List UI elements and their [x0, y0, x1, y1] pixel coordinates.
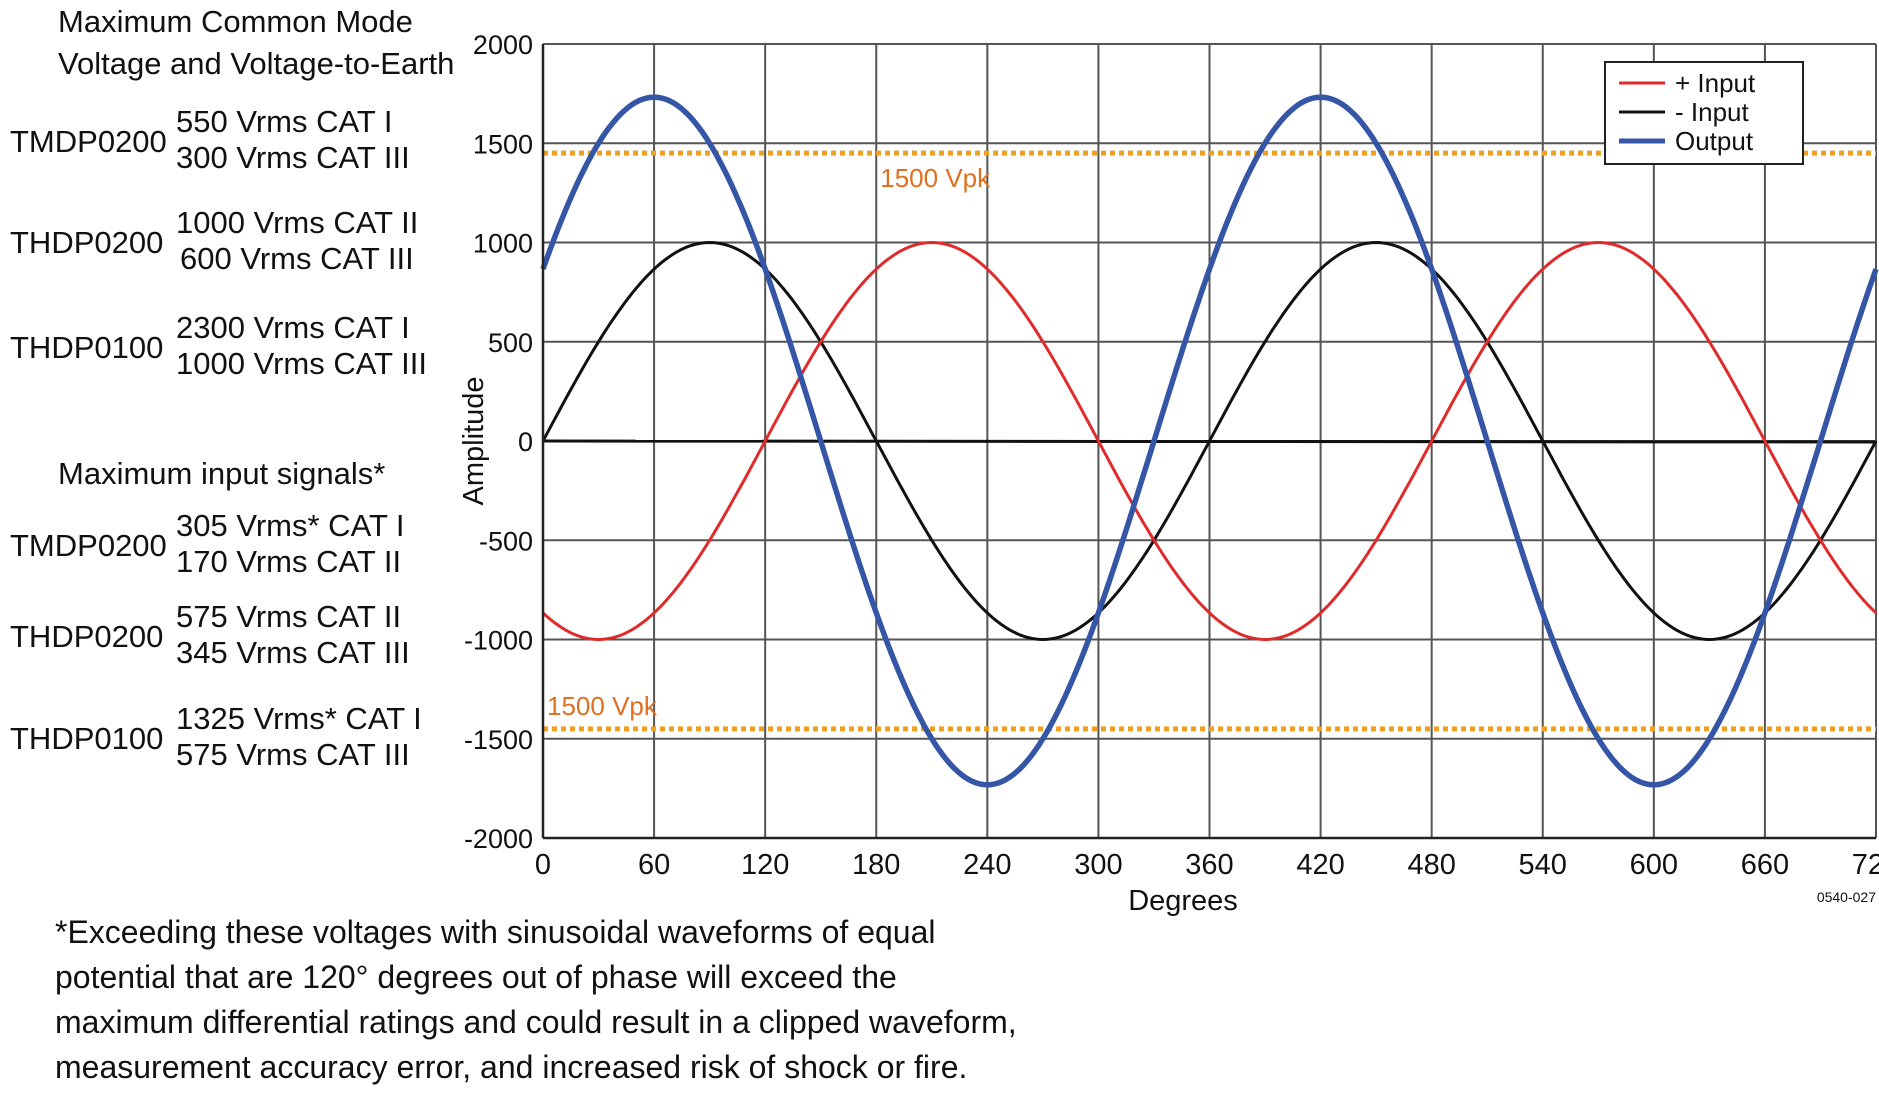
y-tick-label: 500: [488, 328, 533, 358]
common-mode-row: THDP0100 2300 Vrms CAT I 1000 Vrms CAT I…: [10, 310, 450, 386]
y-axis-title: Amplitude: [458, 377, 490, 506]
x-axis-title: Degrees: [1128, 885, 1238, 917]
rating-line-1: 305 Vrms* CAT I: [176, 508, 405, 543]
y-tick-label: 1500: [473, 129, 533, 159]
input-signal-row: THDP0100 1325 Vrms* CAT I 575 Vrms CAT I…: [10, 701, 450, 777]
common-mode-row: TMDP0200 550 Vrms CAT I 300 Vrms CAT III: [10, 104, 450, 180]
x-tick-label: 60: [638, 849, 670, 881]
figure-id: 0540-027: [1817, 889, 1876, 905]
probe-name: THDP0100: [10, 721, 164, 756]
y-tick-label: -1000: [464, 626, 533, 656]
y-tick-label: -500: [479, 526, 533, 556]
x-tick-label: 660: [1741, 849, 1789, 881]
footnote-line: measurement accuracy error, and increase…: [55, 1049, 968, 1085]
x-tick-label: 240: [963, 849, 1011, 881]
legend-label: - Input: [1675, 97, 1749, 127]
footnote-line: maximum differential ratings and could r…: [55, 1004, 1017, 1040]
footnote: *Exceeding these voltages with sinusoida…: [55, 910, 1105, 1090]
rating-line-1: 1325 Vrms* CAT I: [176, 701, 422, 736]
rating-line-2: 170 Vrms CAT II: [176, 544, 402, 579]
y-tick-label: 2000: [473, 30, 533, 60]
rating-line-2: 600 Vrms CAT III: [180, 241, 414, 276]
reference-line-label: 1500 Vpk: [547, 691, 658, 721]
input-signal-row: THDP0200 575 Vrms CAT II 345 Vrms CAT II…: [10, 599, 450, 675]
rating-line-1: 550 Vrms CAT I: [176, 104, 393, 139]
series-line-3: [540, 94, 1879, 788]
rating-line-1: 575 Vrms CAT II: [176, 599, 402, 634]
series-lines: [540, 94, 1879, 788]
footnote-line: *Exceeding these voltages with sinusoida…: [55, 914, 936, 950]
x-tick-label: 540: [1519, 849, 1567, 881]
common-mode-heading-line2: Voltage and Voltage-to-Earth: [58, 46, 455, 81]
rating-line-1: 1000 Vrms CAT II: [176, 205, 419, 240]
reference-line-label: 1500 Vpk: [880, 163, 991, 193]
x-tick-label: 420: [1296, 849, 1344, 881]
y-tick-label: -2000: [464, 824, 533, 854]
probe-name: THDP0100: [10, 330, 164, 365]
y-tick-label: 1000: [473, 229, 533, 259]
x-tick-label: 600: [1630, 849, 1678, 881]
input-signals-heading: Maximum input signals*: [58, 456, 386, 491]
x-tick-label: 360: [1185, 849, 1233, 881]
x-tick-label: 720: [1852, 849, 1879, 881]
footnote-line: potential that are 120° degrees out of p…: [55, 959, 897, 995]
rating-line-2: 300 Vrms CAT III: [176, 140, 410, 175]
legend-label: + Input: [1675, 68, 1756, 98]
common-mode-row: THDP0200 1000 Vrms CAT II 600 Vrms CAT I…: [10, 205, 450, 281]
rating-line-2: 575 Vrms CAT III: [176, 737, 410, 772]
series-line-1: [541, 240, 1878, 642]
x-tick-label: 0: [535, 849, 551, 881]
x-tick-label: 480: [1407, 849, 1455, 881]
x-tick-label: 180: [852, 849, 900, 881]
rating-line-2: 345 Vrms CAT III: [176, 635, 410, 670]
input-signal-row: TMDP0200 305 Vrms* CAT I 170 Vrms CAT II: [10, 508, 450, 584]
probe-name: THDP0200: [10, 225, 164, 260]
probe-name: TMDP0200: [10, 528, 167, 563]
probe-name: THDP0200: [10, 619, 164, 654]
y-tick-label: 0: [518, 427, 533, 457]
x-tick-label: 300: [1074, 849, 1122, 881]
probe-name: TMDP0200: [10, 124, 167, 159]
y-tick-label: -1500: [464, 725, 533, 755]
rating-line-1: 2300 Vrms CAT I: [176, 310, 410, 345]
x-tick-label: 120: [741, 849, 789, 881]
common-mode-heading-line1: Maximum Common Mode: [58, 4, 413, 39]
legend-label: Output: [1675, 126, 1754, 156]
rating-line-2: 1000 Vrms CAT III: [176, 346, 427, 381]
